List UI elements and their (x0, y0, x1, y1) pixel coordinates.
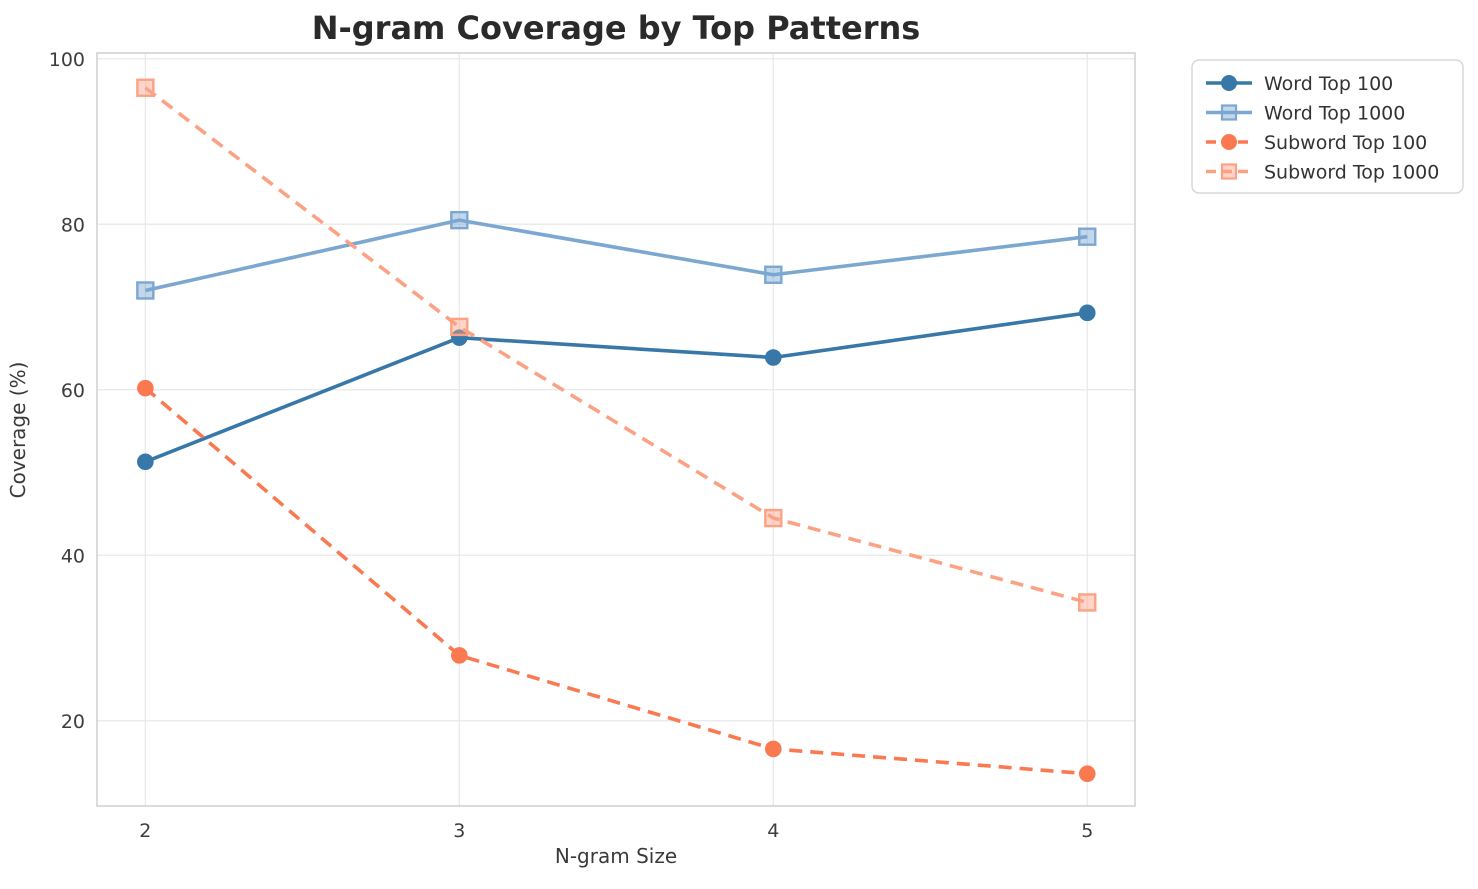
x-tick-label: 5 (1081, 820, 1093, 842)
legend-label: Word Top 100 (1264, 73, 1393, 95)
grid-layer (97, 53, 1135, 806)
legend-marker-square-icon (1220, 104, 1238, 121)
x-tick-label: 3 (453, 820, 465, 842)
series-line (144, 311, 1088, 464)
legend-label: Word Top 1000 (1264, 103, 1405, 125)
y-tick-label: 60 (61, 380, 85, 402)
legend-entry: Word Top 100 (1206, 73, 1393, 95)
legend-box (1191, 59, 1464, 194)
data-point-marker (764, 508, 783, 528)
y-tick-label: 100 (49, 49, 85, 71)
legend-label: Subword Top 100 (1264, 132, 1427, 154)
legend-entry: Subword Top 1000 (1206, 162, 1439, 184)
data-point-marker (136, 281, 155, 300)
data-point-marker (765, 740, 782, 758)
series-line (144, 86, 1088, 605)
y-tick-label: 40 (61, 545, 85, 567)
legend-entry: Word Top 1000 (1206, 103, 1405, 125)
ticks-layer: 20 40 60 80 100 2 3 4 5 (49, 49, 1094, 842)
x-axis-label: N-gram Size (555, 844, 677, 868)
y-tick-label: 80 (61, 214, 85, 236)
series-line (144, 218, 1088, 293)
series-line (144, 386, 1088, 776)
data-point-marker (451, 647, 468, 664)
data-point-marker (450, 317, 469, 337)
data-point-marker (1078, 765, 1096, 783)
data-point-marker (1078, 304, 1096, 322)
legend-marker-circle-icon (1221, 134, 1237, 150)
data-point-marker (1078, 593, 1097, 612)
data-point-marker (765, 349, 782, 366)
legend-label: Subword Top 1000 (1264, 162, 1439, 184)
legend-entry: Subword Top 100 (1206, 132, 1427, 154)
x-tick-label: 2 (139, 820, 151, 842)
y-tick-label: 20 (61, 711, 85, 733)
y-axis-label: Coverage (%) (6, 362, 30, 499)
frame-layer (96, 52, 1136, 807)
data-point-marker (450, 210, 469, 230)
data-point-marker (764, 265, 783, 284)
plot-border (96, 52, 1136, 807)
data-point-marker (1078, 227, 1097, 246)
chart-title: N-gram Coverage by Top Patterns (312, 9, 921, 47)
legend-marker-circle-icon (1221, 75, 1237, 91)
series-layer (136, 78, 1097, 783)
legend-marker-square-icon (1220, 163, 1238, 180)
legend: Word Top 100 Word Top 1000 Subword Top 100… (1191, 59, 1464, 194)
data-point-marker (137, 379, 154, 397)
data-point-marker (137, 453, 154, 471)
x-tick-label: 4 (767, 820, 779, 842)
data-point-marker (136, 78, 155, 97)
